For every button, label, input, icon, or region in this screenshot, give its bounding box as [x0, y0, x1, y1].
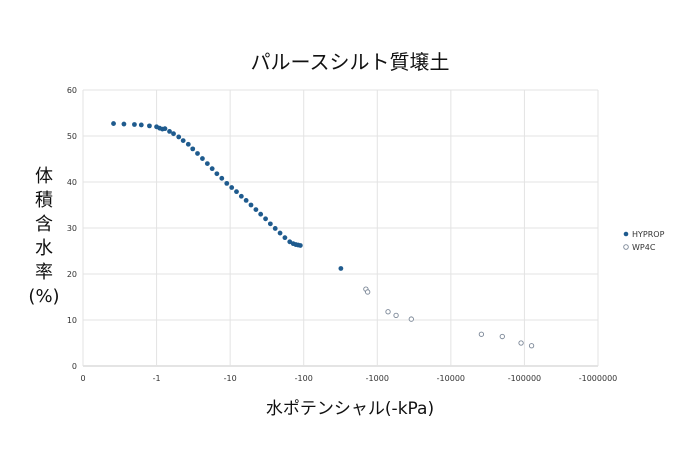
y-tick-label: 0: [72, 362, 77, 371]
x-tick-label: 0: [80, 374, 85, 383]
hyprop-point: [243, 198, 249, 203]
hyprop-point: [338, 266, 344, 271]
hyprop-point: [297, 243, 303, 248]
x-tick-label: -100: [295, 374, 313, 383]
x-tick-label: -1000000: [579, 374, 618, 383]
x-tick-label: -100000: [508, 374, 541, 383]
x-tick-label: -10000: [437, 374, 465, 383]
hyprop-point: [209, 166, 215, 172]
hyprop-point: [162, 126, 168, 132]
hyprop-point: [195, 151, 200, 156]
y-tick-label: 30: [67, 224, 77, 233]
x-tick-label: -10: [224, 374, 237, 383]
hyprop-point: [282, 235, 288, 241]
x-axis-label: 水ポテンシャル(-kPa): [265, 399, 435, 419]
hyprop-point: [121, 121, 127, 127]
y-tick-label: 60: [67, 86, 77, 95]
wp4c-point: [499, 333, 505, 340]
hyprop-point: [219, 175, 225, 181]
y-axis-label: 体 積 含 水 率 (%): [28, 166, 60, 307]
hyprop-point: [248, 202, 254, 208]
hyprop-point: [185, 141, 191, 147]
hyprop-point: [200, 156, 205, 161]
hyprop-point: [147, 123, 152, 129]
hyprop-point: [277, 230, 283, 236]
hyprop-point: [258, 211, 264, 217]
wp4c-point: [365, 289, 371, 295]
x-tick-label: -1: [153, 374, 161, 383]
y-tick-label: 20: [67, 270, 77, 279]
legend-marker: [623, 231, 629, 237]
wp4c-point: [393, 312, 399, 319]
wp4c-point: [385, 309, 391, 315]
wp4c-point: [528, 343, 535, 349]
hyprop-point: [204, 161, 210, 167]
hyprop-point: [267, 221, 273, 227]
wp4c-point: [478, 331, 485, 337]
hyprop-point: [167, 129, 172, 134]
hyprop-point: [224, 180, 230, 186]
legend-label: HYPROP: [632, 230, 665, 239]
x-tick-label: -1000: [366, 374, 389, 383]
y-tick-label: 40: [67, 178, 77, 187]
legend-label: WP4C: [632, 243, 656, 252]
wp4c-point: [518, 340, 524, 346]
hyprop-point: [253, 207, 259, 213]
chart-title: パルースシルト質壌土: [250, 50, 450, 74]
hyprop-point: [180, 138, 186, 144]
hyprop-point: [272, 226, 278, 231]
hyprop-point: [238, 193, 244, 199]
hyprop-point: [229, 185, 235, 190]
legend-marker: [623, 244, 629, 250]
hyprop-point: [214, 171, 220, 177]
hyprop-point: [234, 189, 239, 195]
hyprop-point: [176, 134, 182, 140]
hyprop-point: [132, 122, 137, 127]
y-tick-label: 10: [67, 316, 77, 325]
y-tick-label: 50: [67, 132, 77, 141]
hyprop-point: [190, 146, 196, 152]
hyprop-point: [138, 122, 144, 128]
wp4c-point: [408, 316, 414, 322]
hyprop-point: [171, 131, 176, 137]
hyprop-point: [263, 216, 268, 222]
hyprop-point: [111, 121, 116, 126]
